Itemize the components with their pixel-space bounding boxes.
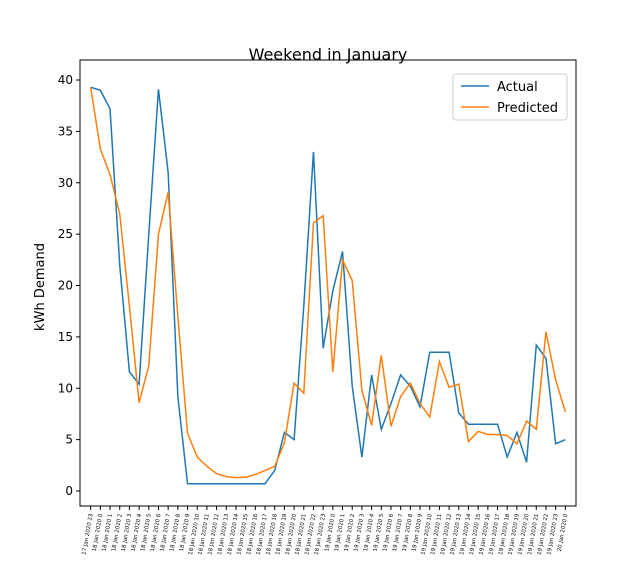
y-tick-label: 5: [65, 433, 73, 447]
y-tick-label: 0: [65, 484, 73, 498]
y-tick-label: 10: [58, 381, 73, 395]
y-tick-label: 40: [58, 73, 73, 87]
chart-title: Weekend in January: [249, 45, 408, 64]
y-axis-label: kWh Demand: [33, 243, 48, 331]
plot-frame: [79, 59, 577, 507]
y-tick-label: 25: [58, 227, 73, 241]
y-tick-label: 30: [58, 176, 73, 190]
legend-label: Actual: [497, 80, 538, 95]
legend-label: Predicted: [497, 101, 558, 116]
data-line: [89, 87, 567, 479]
y-tick-label: 35: [58, 124, 73, 138]
y-tick-label: 20: [58, 279, 73, 293]
y-tick-label: 15: [58, 330, 73, 344]
